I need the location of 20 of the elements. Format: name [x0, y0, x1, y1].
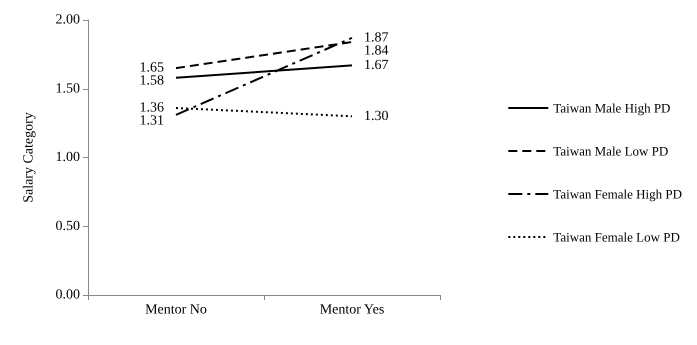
data-label: 1.30 [364, 108, 388, 124]
legend-label: Taiwan Female High PD [553, 186, 682, 202]
data-label: 1.84 [364, 43, 388, 58]
data-label: 1.67 [364, 58, 388, 73]
data-label: 1.31 [140, 114, 164, 128]
x-tick-label: Mentor No [145, 302, 207, 318]
legend-label: Taiwan Male Low PD [553, 144, 668, 158]
y-axis-title: Salary Category [22, 112, 36, 203]
legend-label: Taiwan Male High PD [553, 100, 670, 116]
data-label: 1.65 [140, 60, 164, 76]
data-label: 1.36 [140, 100, 164, 116]
y-tick-label: 0.50 [56, 218, 80, 234]
x-tick-label: Mentor Yes [320, 302, 384, 318]
y-tick-label: 0.00 [56, 288, 80, 302]
y-tick-label: 1.50 [56, 81, 80, 96]
legend-label: Taiwan Female Low PD [553, 230, 680, 244]
data-label: 1.87 [364, 30, 388, 46]
y-tick-label: 1.00 [56, 150, 80, 165]
y-tick-label: 2.00 [56, 12, 80, 28]
data-label: 1.58 [140, 74, 164, 89]
